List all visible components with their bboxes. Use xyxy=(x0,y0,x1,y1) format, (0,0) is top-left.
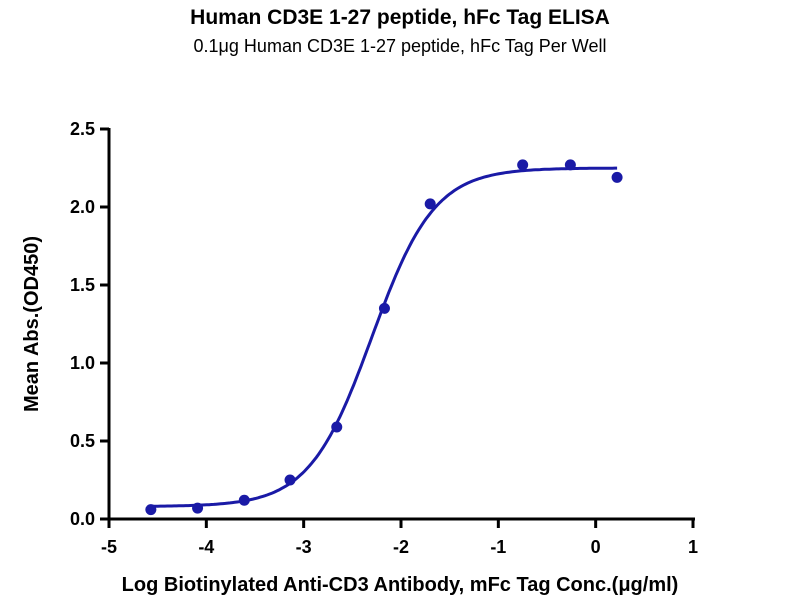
x-tick-label: -2 xyxy=(393,537,409,557)
x-tick-label: -3 xyxy=(296,537,312,557)
y-tick-label: 1.5 xyxy=(70,275,95,295)
y-tick-label: 2.0 xyxy=(70,197,95,217)
data-point xyxy=(192,502,204,514)
data-point xyxy=(564,159,576,171)
data-point xyxy=(145,504,157,516)
data-point xyxy=(424,198,436,210)
x-tick-label: -1 xyxy=(490,537,506,557)
y-tick-label: 1.0 xyxy=(70,353,95,373)
y-tick-label: 0.0 xyxy=(70,509,95,529)
chart-title: Human CD3E 1-27 peptide, hFc Tag ELISA xyxy=(190,6,610,29)
data-point xyxy=(517,159,529,171)
x-axis-label: Log Biotinylated Anti-CD3 Antibody, mFc … xyxy=(122,574,679,596)
data-point xyxy=(238,494,250,506)
data-point xyxy=(331,421,343,433)
fit-curve xyxy=(150,166,618,508)
y-tick-label: 2.5 xyxy=(70,119,95,139)
x-tick-label: -4 xyxy=(198,537,214,557)
data-point xyxy=(378,302,390,314)
x-tick-label: -5 xyxy=(101,537,117,557)
data-point xyxy=(284,474,296,486)
y-axis-label: Mean Abs.(OD450) xyxy=(21,236,43,412)
data-point xyxy=(611,171,623,183)
x-tick-label: 1 xyxy=(688,537,698,557)
y-tick-label: 0.5 xyxy=(70,431,95,451)
x-tick-label: 0 xyxy=(591,537,601,557)
chart-subtitle: 0.1μg Human CD3E 1-27 peptide, hFc Tag P… xyxy=(193,36,607,56)
